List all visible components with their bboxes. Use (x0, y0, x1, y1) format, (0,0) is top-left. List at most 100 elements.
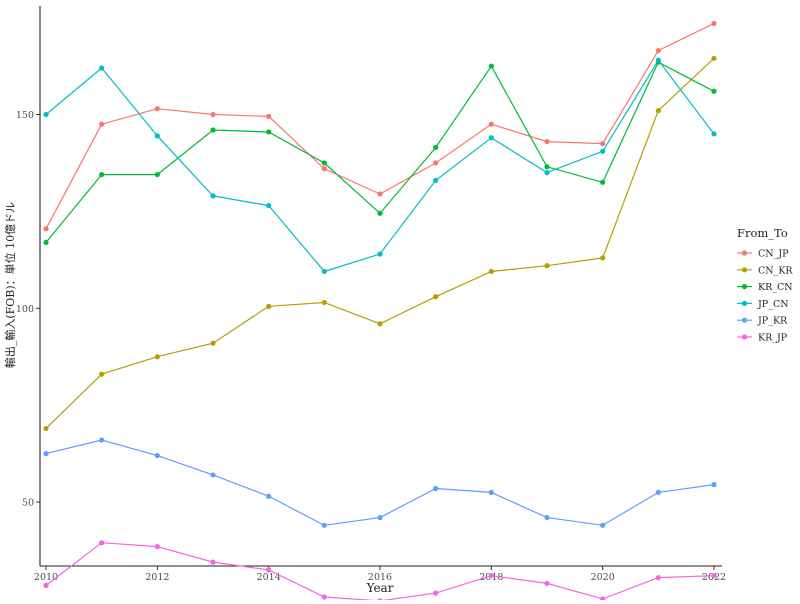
data-point-cn-kr (377, 321, 383, 327)
legend-label-jp-kr: JP_KR (757, 316, 788, 327)
data-point-jp-kr (321, 522, 327, 528)
legend-key-point-kr-jp (741, 334, 748, 340)
data-point-kr-jp (99, 540, 105, 546)
legend-label-kr-jp: KR_JP (758, 333, 788, 344)
data-point-kr-cn (377, 210, 383, 216)
data-point-kr-jp (321, 594, 327, 600)
data-point-jp-kr (544, 514, 550, 521)
data-point-kr-jp (43, 582, 49, 588)
data-point-kr-jp (266, 567, 272, 573)
series-line-cn-kr (45, 57, 715, 429)
series-line-jp-kr (45, 439, 715, 526)
data-point-kr-cn (544, 164, 550, 170)
x-tick-label: 2014 (257, 572, 281, 583)
data-point-cn-jp (433, 160, 439, 166)
data-point-jp-kr (600, 522, 606, 528)
data-point-cn-jp (655, 47, 661, 54)
y-tick-label: 150 (16, 110, 34, 121)
data-point-jp-kr (210, 472, 216, 478)
data-point-jp-kr (655, 489, 661, 495)
data-point-kr-cn (488, 63, 494, 69)
data-point-jp-cn (488, 135, 494, 141)
data-point-jp-cn (544, 170, 550, 176)
data-point-cn-jp (711, 20, 717, 27)
data-point-cn-kr (266, 303, 272, 309)
data-point-cn-kr (210, 340, 216, 346)
data-point-cn-jp (266, 113, 272, 120)
data-point-cn-jp (544, 139, 550, 145)
data-point-cn-kr (488, 268, 494, 275)
data-point-kr-jp (655, 575, 661, 581)
data-point-kr-jp (488, 573, 494, 579)
legend-key-point-cn-jp (741, 250, 748, 256)
data-point-jp-cn (154, 133, 160, 139)
data-point-kr-cn (266, 129, 272, 135)
data-point-cn-jp (43, 226, 49, 232)
data-point-kr-cn (711, 88, 717, 94)
data-point-kr-cn (99, 171, 105, 178)
x-tick-label: 2010 (34, 572, 58, 583)
legend-title: From_To (737, 226, 788, 240)
data-point-jp-cn (99, 65, 105, 71)
series-line-cn-jp (45, 22, 715, 230)
data-point-kr-jp (210, 559, 216, 565)
data-point-jp-kr (488, 489, 494, 495)
data-point-cn-kr (655, 108, 661, 114)
data-point-kr-cn (321, 160, 327, 166)
x-axis-title: Year (366, 581, 394, 595)
data-point-jp-cn (655, 57, 661, 63)
legend-label-kr-cn: KR_CN (758, 282, 793, 293)
data-point-kr-jp (600, 596, 606, 602)
data-point-cn-kr (43, 425, 49, 432)
legend-key-point-jp-kr (741, 317, 748, 323)
data-point-cn-jp (154, 106, 160, 112)
data-point-jp-kr (711, 482, 717, 488)
data-point-jp-kr (154, 452, 160, 459)
data-point-cn-kr (711, 55, 717, 61)
data-point-jp-kr (99, 437, 105, 443)
data-point-kr-jp (544, 580, 550, 587)
x-tick-label: 2020 (591, 572, 615, 583)
data-point-kr-jp (433, 590, 439, 596)
x-tick-label: 2016 (368, 572, 392, 583)
data-point-jp-cn (210, 193, 216, 199)
legend-label-cn-kr: CN_KR (758, 265, 793, 276)
x-tick-label: 2012 (145, 572, 169, 583)
data-point-cn-kr (433, 294, 439, 300)
data-point-cn-kr (544, 263, 550, 269)
data-point-kr-cn (43, 239, 49, 246)
y-axis-title: 輸出_輸入(FOB)：単位 10億ドル (3, 202, 17, 368)
data-point-jp-kr (266, 493, 272, 499)
data-point-cn-jp (321, 166, 327, 172)
data-point-cn-kr (600, 255, 606, 261)
data-point-jp-cn (266, 202, 272, 209)
data-point-cn-kr (321, 299, 327, 306)
y-tick-label: 50 (22, 498, 34, 509)
data-point-kr-cn (154, 171, 160, 178)
data-point-jp-cn (43, 111, 49, 118)
data-point-kr-cn (433, 144, 439, 151)
data-point-cn-jp (210, 111, 216, 118)
data-point-cn-kr (154, 354, 160, 360)
data-point-jp-cn (321, 268, 327, 275)
data-point-kr-jp (154, 544, 160, 550)
data-point-jp-cn (377, 251, 383, 257)
data-point-jp-cn (711, 131, 717, 137)
data-point-kr-cn (210, 127, 216, 133)
data-point-jp-kr (377, 514, 383, 521)
legend-label-cn-jp: CN_JP (758, 249, 789, 260)
legend-key-point-cn-kr (741, 267, 748, 273)
data-point-kr-cn (600, 179, 606, 185)
data-point-cn-jp (99, 121, 105, 127)
data-point-cn-jp (600, 140, 606, 147)
data-point-jp-cn (600, 148, 606, 154)
series-line-jp-cn (45, 59, 715, 273)
legend-key-point-kr-cn (741, 284, 748, 290)
data-point-jp-kr (433, 485, 439, 492)
legend-key-point-jp-cn (741, 300, 748, 306)
legend-label-jp-cn: JP_CN (757, 299, 789, 310)
data-point-jp-cn (433, 177, 439, 183)
data-point-cn-jp (488, 121, 494, 127)
